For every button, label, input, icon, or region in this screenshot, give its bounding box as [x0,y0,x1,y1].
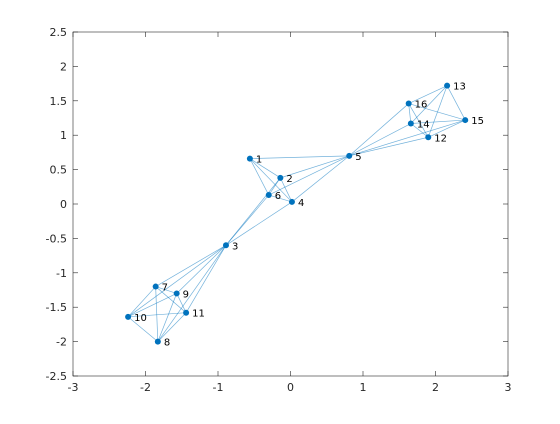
node-label: 2 [286,174,292,185]
edge [157,293,178,342]
edge [155,244,227,287]
node-label: 7 [162,283,168,294]
node-label: 10 [134,313,147,324]
edge [225,201,293,246]
x-tick-label: -2 [140,381,151,394]
edge [349,119,466,157]
edge [249,155,350,159]
axes: -3 -2 -1 0 1 2 3-2.5-2-1.5-1-0.500.511.522.5 [46,26,512,394]
y-tick-label: 2.5 [50,26,68,39]
edge [128,312,187,318]
edge [408,103,466,121]
edge [185,245,227,313]
edge [176,245,227,294]
edge [349,123,412,157]
node-label: 14 [417,120,430,131]
node [277,174,284,181]
edge [225,177,281,246]
node [444,82,451,89]
y-tick-label: 0 [60,198,67,211]
node [152,283,159,290]
node-label: 4 [298,198,304,209]
node-label: 12 [434,133,447,144]
node [425,134,432,141]
edge [410,123,429,138]
x-tick-label: -3 [68,381,79,394]
edge [176,293,187,313]
node [407,120,414,127]
x-tick-label: 2 [432,381,439,394]
edge [349,136,429,157]
edge [249,158,270,196]
edge [127,244,227,318]
node-label: 16 [415,100,428,111]
y-tick-label: 1 [60,129,67,142]
edge [127,286,156,318]
edge [225,194,270,246]
y-tick-label: -1 [56,267,67,280]
edge [427,85,448,138]
edge [348,103,409,157]
node [246,155,253,162]
node-label: 15 [471,116,484,127]
node-label: 5 [355,152,361,163]
x-tick-label: 0 [287,381,294,394]
node-label: 1 [256,155,262,166]
y-tick-label: -2.5 [46,370,67,383]
edge [410,119,466,124]
edge [268,155,350,196]
edge [428,119,466,138]
edge [408,103,412,124]
node [288,198,295,205]
edge [446,85,466,121]
x-tick-label: 1 [360,381,367,394]
edge [157,245,227,342]
edge [280,177,293,203]
y-tick-label: -1.5 [46,301,67,314]
node-label: 13 [453,82,466,93]
node [183,309,190,316]
edges [127,85,466,342]
node-label: 3 [232,241,238,252]
y-tick-label: 1.5 [50,95,68,108]
edge [280,155,350,179]
y-tick-label: -0.5 [46,232,67,245]
node-label: 6 [275,191,281,202]
edge [410,85,448,124]
node [462,117,469,124]
edge [157,312,187,342]
node [125,313,132,320]
node-label: 11 [192,309,205,320]
edge [127,316,159,342]
edge [249,158,293,203]
y-tick-label: 0.5 [50,164,68,177]
node [173,290,180,297]
node [265,192,272,199]
x-tick-label: 3 [505,381,512,394]
node [222,242,229,249]
edge [127,293,177,318]
node [405,100,412,107]
edge [268,194,293,203]
edge [249,158,281,179]
node [154,338,161,345]
x-tick-label: -1 [213,381,224,394]
node-label: 8 [164,338,170,349]
node-label: 9 [183,289,189,300]
edge [408,85,448,104]
edge [155,286,177,294]
edge [291,155,350,203]
edge [408,103,429,138]
y-tick-label: 2 [60,60,67,73]
edge [155,286,187,313]
edge [155,286,159,342]
node [346,152,353,159]
y-tick-label: -2 [56,336,67,349]
